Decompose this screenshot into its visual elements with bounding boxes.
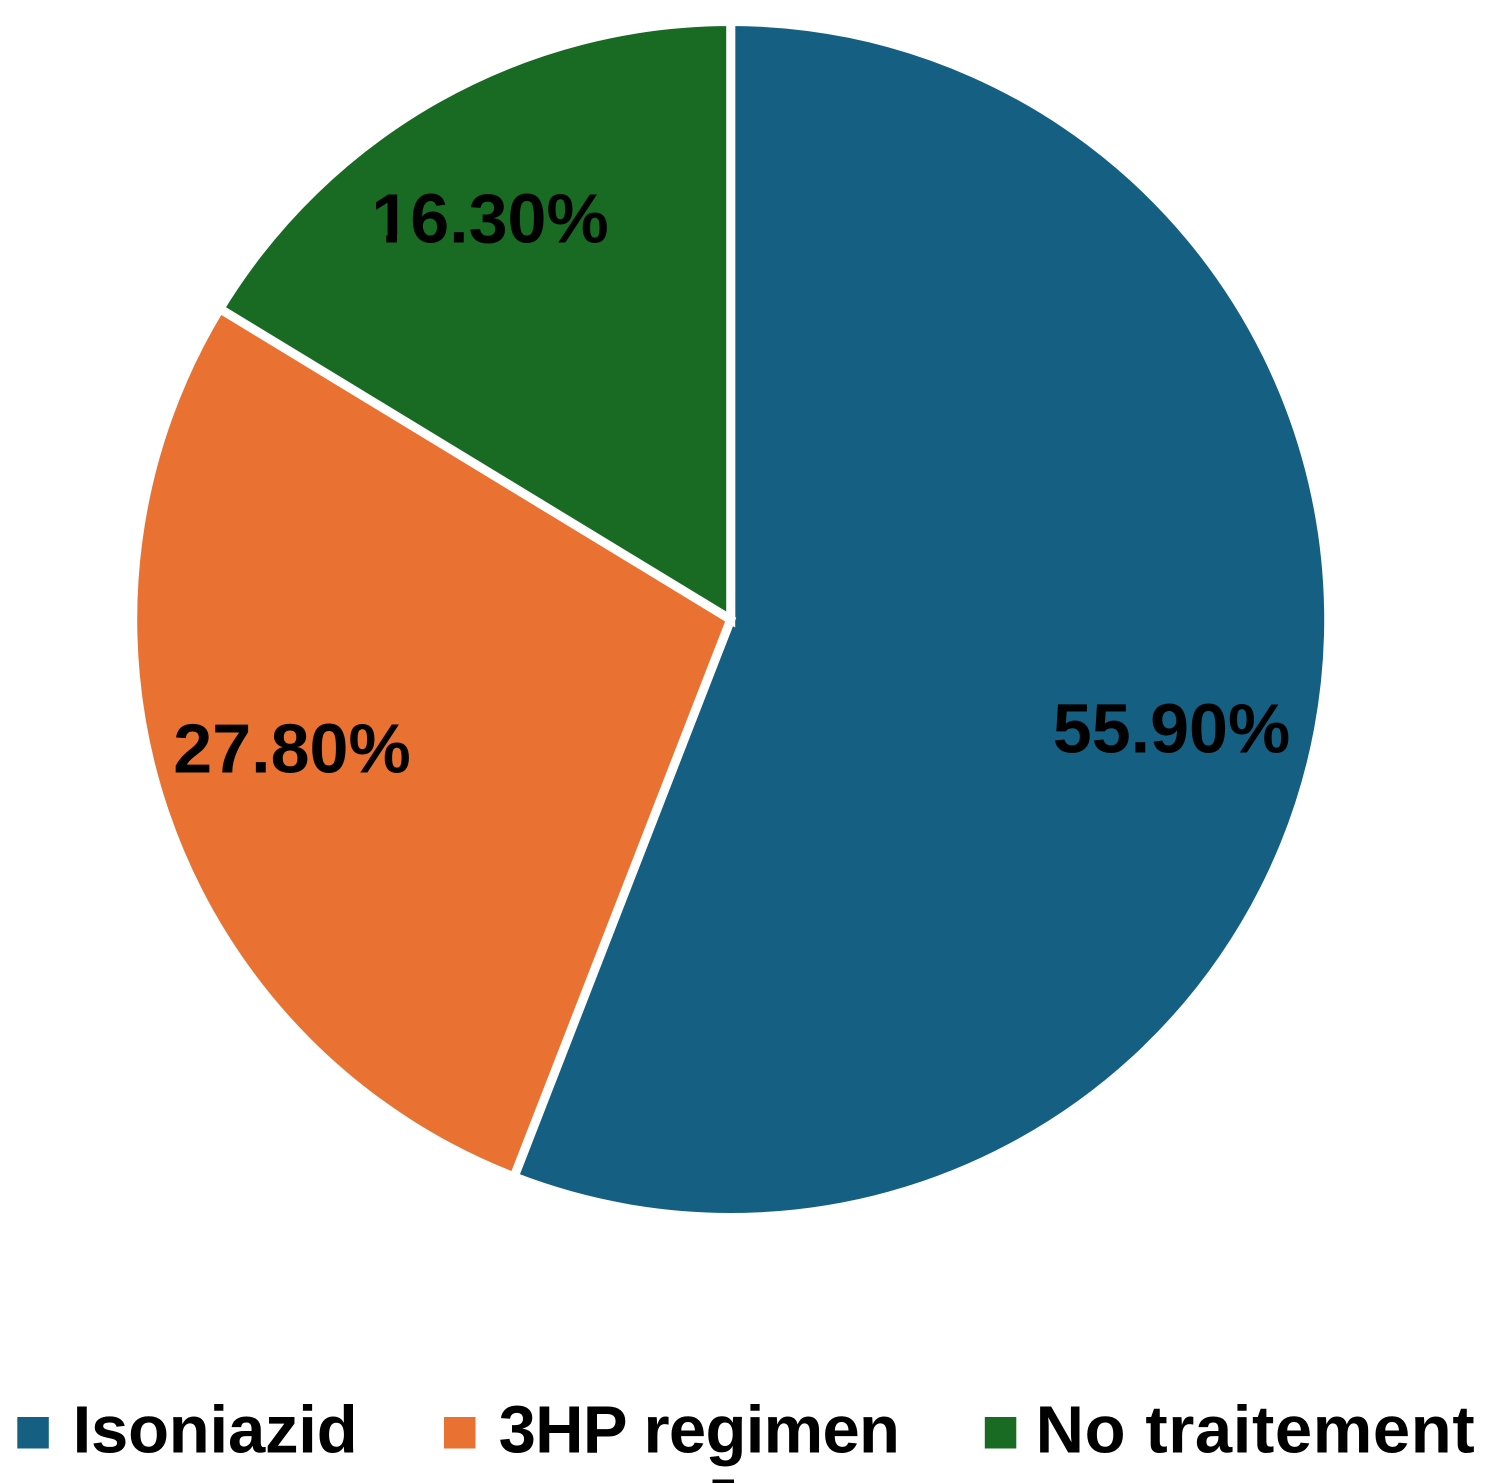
svg-text:55.90%: 55.90% bbox=[1053, 689, 1290, 767]
svg-text:No traitement: No traitement bbox=[1036, 1393, 1476, 1468]
svg-text:27.80%: 27.80% bbox=[173, 710, 410, 788]
svg-text:Isoniazid: Isoniazid bbox=[73, 1393, 358, 1468]
svg-text:3HP regimen: 3HP regimen bbox=[499, 1393, 900, 1468]
svg-text:16.30%: 16.30% bbox=[371, 180, 608, 258]
